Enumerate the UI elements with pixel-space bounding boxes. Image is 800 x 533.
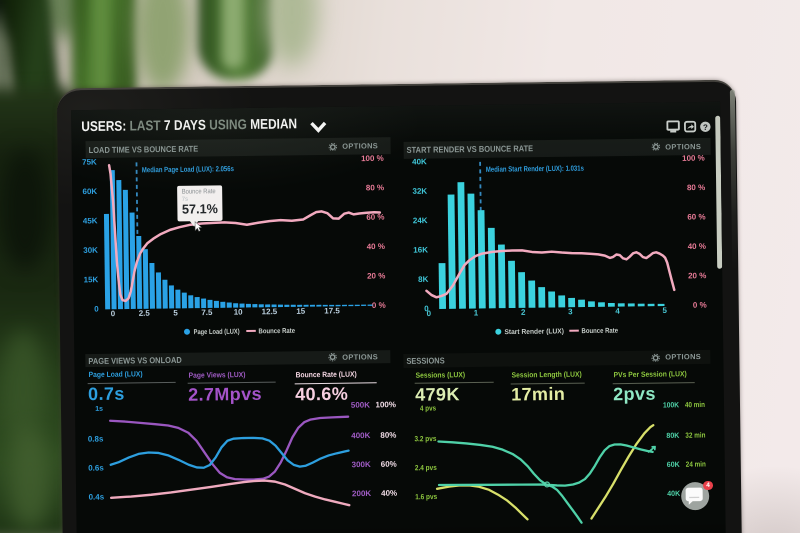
svg-text:60%: 60% [381,460,397,469]
svg-text:60K: 60K [83,187,98,196]
svg-text:Bounce Rate: Bounce Rate [182,188,216,195]
svg-text:40K: 40K [667,489,681,498]
svg-text:Bounce Rate: Bounce Rate [259,328,296,335]
svg-text:60 %: 60 % [367,212,385,221]
svg-text:80 %: 80 % [366,183,384,192]
svg-text:0 %: 0 % [693,301,707,310]
svg-text:Start Render (LUX): Start Render (LUX) [505,328,565,336]
svg-text:32 min: 32 min [685,431,705,440]
svg-text:16K: 16K [414,246,429,255]
svg-text:Page Load (LUX): Page Load (LUX) [194,328,240,336]
svg-text:Bounce Rate: Bounce Rate [582,328,619,335]
svg-text:0.4s: 0.4s [89,492,105,501]
svg-text:60 %: 60 % [688,212,706,221]
svg-text:12.5: 12.5 [262,307,278,316]
svg-text:20 %: 20 % [367,271,385,280]
svg-text:5: 5 [174,308,179,317]
svg-text:10: 10 [234,307,244,316]
svg-text:15K: 15K [84,275,99,284]
svg-text:15: 15 [297,307,307,316]
svg-text:Median Start Render (LUX): 1.0: Median Start Render (LUX): 1.031s [486,164,584,174]
svg-text:80%: 80% [380,431,396,440]
svg-text:40K: 40K [412,157,427,166]
svg-text:40 %: 40 % [688,242,706,251]
svg-text:100%: 100% [376,400,397,409]
svg-text:0.6s: 0.6s [88,463,104,472]
svg-text:5: 5 [663,306,668,315]
svg-text:100 %: 100 % [682,154,705,163]
svg-text:7.5: 7.5 [202,308,214,317]
svg-text:1s: 1s [95,406,103,413]
svg-text:80 %: 80 % [687,183,705,192]
svg-text:32K: 32K [413,187,428,196]
svg-text:200K: 200K [352,489,371,498]
svg-text:0 %: 0 % [372,301,386,310]
svg-text:80K: 80K [666,431,680,440]
svg-text:1: 1 [474,309,479,318]
svg-text:2.4 pvs: 2.4 pvs [415,463,437,472]
svg-text:2: 2 [521,308,526,317]
svg-text:57.1%: 57.1% [182,201,219,216]
svg-text:500K: 500K [351,400,370,409]
svg-text:1.6 pvs: 1.6 pvs [415,492,437,501]
svg-text:Median Page Load (LUX): 2.056s: Median Page Load (LUX): 2.056s [142,164,234,174]
svg-text:3.2 pvs: 3.2 pvs [414,434,436,443]
svg-text:30K: 30K [83,246,98,255]
svg-text:0.8s: 0.8s [88,434,104,443]
svg-text:24K: 24K [413,216,428,225]
svg-text:100K: 100K [663,400,680,409]
svg-text:4: 4 [616,307,621,316]
svg-text:0: 0 [111,309,116,318]
svg-text:100 %: 100 % [361,154,384,163]
svg-text:300K: 300K [352,460,371,469]
svg-text:75K: 75K [82,157,97,166]
svg-text:40%: 40% [381,489,397,498]
svg-text:2.5: 2.5 [139,309,151,318]
svg-text:45K: 45K [83,216,98,225]
svg-text:?: ? [703,123,708,132]
svg-text:40 min: 40 min [685,400,705,409]
svg-text:3: 3 [568,307,573,316]
svg-text:20 %: 20 % [688,271,706,280]
svg-text:60K: 60K [667,460,681,469]
svg-text:17.5: 17.5 [324,306,340,315]
svg-text:24 min: 24 min [686,460,706,469]
svg-text:400K: 400K [351,431,370,440]
svg-text:0: 0 [427,309,432,318]
svg-text:8K: 8K [418,275,429,284]
svg-text:40 %: 40 % [367,242,385,251]
svg-text:0: 0 [94,304,99,313]
